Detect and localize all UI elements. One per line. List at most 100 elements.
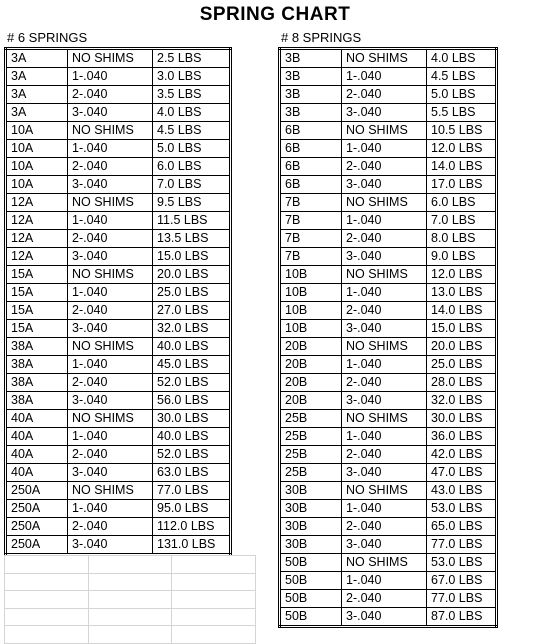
- lbs-cell: 13.5 LBS: [153, 230, 231, 248]
- table-row: 10B2-.04014.0 LBS: [280, 302, 497, 320]
- shim-cell: 1-.040: [342, 572, 427, 590]
- shim-cell: NO SHIMS: [342, 49, 427, 68]
- shim-cell: 2-.040: [342, 158, 427, 176]
- shim-cell: 1-.040: [342, 140, 427, 158]
- two-column-layout: # 6 SPRINGS 3ANO SHIMS2.5 LBS3A1-.0403.0…: [0, 28, 550, 644]
- empty-cell: [88, 608, 172, 626]
- shim-cell: 2-.040: [68, 158, 153, 176]
- table-row: 6B3-.04017.0 LBS: [280, 176, 497, 194]
- lbs-cell: 65.0 LBS: [427, 518, 497, 536]
- lbs-cell: 7.0 LBS: [153, 176, 231, 194]
- lbs-cell: 67.0 LBS: [427, 572, 497, 590]
- spring-cell: 7B: [280, 230, 342, 248]
- spring-cell: 38A: [6, 374, 68, 392]
- shim-cell: NO SHIMS: [342, 122, 427, 140]
- table-row: 20BNO SHIMS20.0 LBS: [280, 338, 497, 356]
- spring-cell: 50B: [280, 572, 342, 590]
- table-row: 250A2-.040112.0 LBS: [6, 518, 231, 536]
- lbs-cell: 8.0 LBS: [427, 230, 497, 248]
- shim-cell: NO SHIMS: [342, 266, 427, 284]
- shim-cell: NO SHIMS: [342, 194, 427, 212]
- shim-cell: 2-.040: [68, 518, 153, 536]
- shim-cell: 2-.040: [342, 518, 427, 536]
- shim-cell: 2-.040: [342, 86, 427, 104]
- lbs-cell: 20.0 LBS: [427, 338, 497, 356]
- shim-cell: 2-.040: [342, 302, 427, 320]
- shim-cell: 3-.040: [342, 464, 427, 482]
- table-row: 30BNO SHIMS43.0 LBS: [280, 482, 497, 500]
- table-row: 6BNO SHIMS10.5 LBS: [280, 122, 497, 140]
- spring-cell: 3A: [6, 86, 68, 104]
- table-row: 38ANO SHIMS40.0 LBS: [6, 338, 231, 356]
- spring-cell: 20B: [280, 374, 342, 392]
- spring-cell: 3A: [6, 104, 68, 122]
- lbs-cell: 12.0 LBS: [427, 140, 497, 158]
- lbs-cell: 42.0 LBS: [427, 446, 497, 464]
- shim-cell: 1-.040: [342, 212, 427, 230]
- shim-cell: NO SHIMS: [68, 338, 153, 356]
- spring-cell: 25B: [280, 428, 342, 446]
- shim-cell: 3-.040: [68, 392, 153, 410]
- lbs-cell: 45.0 LBS: [153, 356, 231, 374]
- table-row: 7BNO SHIMS6.0 LBS: [280, 194, 497, 212]
- table-row: 30B1-.04053.0 LBS: [280, 500, 497, 518]
- table-row: 50BNO SHIMS53.0 LBS: [280, 554, 497, 572]
- shim-cell: 3-.040: [342, 608, 427, 627]
- table-row: 30B3-.04077.0 LBS: [280, 536, 497, 554]
- spring-cell: 3A: [6, 49, 68, 68]
- lbs-cell: 40.0 LBS: [153, 338, 231, 356]
- shim-cell: NO SHIMS: [342, 410, 427, 428]
- empty-cell: [172, 626, 256, 644]
- shim-cell: 3-.040: [342, 392, 427, 410]
- table-row: 3B2-.0405.0 LBS: [280, 86, 497, 104]
- table-row: 25B1-.04036.0 LBS: [280, 428, 497, 446]
- spring-cell: 40A: [6, 464, 68, 482]
- lbs-cell: 9.0 LBS: [427, 248, 497, 266]
- spring-cell: 6B: [280, 158, 342, 176]
- table-row: 50B1-.04067.0 LBS: [280, 572, 497, 590]
- lbs-cell: 47.0 LBS: [427, 464, 497, 482]
- lbs-cell: 15.0 LBS: [427, 320, 497, 338]
- table-row: 3B1-.0404.5 LBS: [280, 68, 497, 86]
- spring-cell: 7B: [280, 248, 342, 266]
- spring-cell: 10A: [6, 158, 68, 176]
- lbs-cell: 40.0 LBS: [153, 428, 231, 446]
- spring-cell: 25B: [280, 446, 342, 464]
- table-row: 3A3-.0404.0 LBS: [6, 104, 231, 122]
- empty-cell: [88, 591, 172, 609]
- shim-cell: NO SHIMS: [68, 49, 153, 68]
- spring-cell: 3B: [280, 86, 342, 104]
- spring-cell: 15A: [6, 266, 68, 284]
- lbs-cell: 52.0 LBS: [153, 446, 231, 464]
- lbs-cell: 112.0 LBS: [153, 518, 231, 536]
- empty-cell: [5, 626, 89, 644]
- shim-cell: 2-.040: [342, 374, 427, 392]
- spring-cell: 3B: [280, 104, 342, 122]
- lbs-cell: 14.0 LBS: [427, 158, 497, 176]
- spring-cell: 15A: [6, 284, 68, 302]
- shim-cell: 1-.040: [342, 428, 427, 446]
- table-row: 6B2-.04014.0 LBS: [280, 158, 497, 176]
- shim-cell: NO SHIMS: [342, 338, 427, 356]
- table-row: 3B3-.0405.5 LBS: [280, 104, 497, 122]
- lbs-cell: 6.0 LBS: [153, 158, 231, 176]
- table-row: 10A1-.0405.0 LBS: [6, 140, 231, 158]
- table-row: 7B2-.0408.0 LBS: [280, 230, 497, 248]
- left-column: # 6 SPRINGS 3ANO SHIMS2.5 LBS3A1-.0403.0…: [4, 28, 256, 644]
- spring-cell: 12A: [6, 194, 68, 212]
- spring-cell: 7B: [280, 212, 342, 230]
- empty-row: [5, 608, 256, 626]
- spring-cell: 10B: [280, 320, 342, 338]
- shim-cell: 3-.040: [342, 320, 427, 338]
- shim-cell: NO SHIMS: [68, 194, 153, 212]
- lbs-cell: 53.0 LBS: [427, 554, 497, 572]
- spring-cell: 15A: [6, 320, 68, 338]
- empty-cell: [172, 556, 256, 574]
- lbs-cell: 7.0 LBS: [427, 212, 497, 230]
- lbs-cell: 32.0 LBS: [153, 320, 231, 338]
- lbs-cell: 95.0 LBS: [153, 500, 231, 518]
- shim-cell: 1-.040: [68, 140, 153, 158]
- table-row: 3A2-.0403.5 LBS: [6, 86, 231, 104]
- spring-cell: 3A: [6, 68, 68, 86]
- spring-cell: 250A: [6, 500, 68, 518]
